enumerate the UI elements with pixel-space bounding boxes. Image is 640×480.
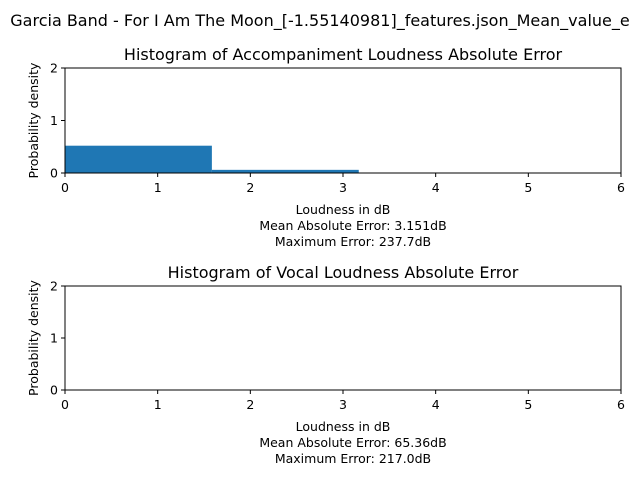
x-tick-label: 3 [339, 180, 347, 195]
subplot-2: 0 1 2 3 4 5 6 0 1 2 Histogram of Vocal Loudness Ab… [26, 263, 625, 466]
x-tick-label: 4 [432, 180, 440, 195]
figure-suptitle: Garcia Band - For I Am The Moon_[-1.5514… [10, 11, 629, 31]
x-tick-label: 1 [154, 397, 162, 412]
y-axis-label: Probability density [26, 62, 41, 178]
x-tick-label: 1 [154, 180, 162, 195]
x-axis-label: Loudness in dB [296, 202, 391, 217]
error-summary-line: Maximum Error: 237.7dB [275, 234, 431, 249]
error-summary-line: Mean Absolute Error: 65.36dB [259, 435, 446, 450]
y-tick-label: 0 [50, 166, 58, 181]
x-tick-label: 5 [524, 180, 532, 195]
x-tick-label: 5 [524, 397, 532, 412]
x-tick-label: 2 [246, 180, 254, 195]
subplot-1: 0 1 2 3 4 5 6 0 1 2 Histogram of Accompaniment Lou… [26, 45, 625, 249]
subplot-title: Histogram of Vocal Loudness Absolute Err… [168, 263, 519, 282]
subplot-title: Histogram of Accompaniment Loudness Abso… [124, 45, 563, 64]
x-tick-label: 0 [61, 397, 69, 412]
y-axis-label: Probability density [26, 279, 41, 395]
x-tick-label: 3 [339, 397, 347, 412]
x-tick-label: 4 [432, 397, 440, 412]
x-tick-label: 2 [246, 397, 254, 412]
subplots: 0 1 2 3 4 5 6 0 1 2 Histogram of Accompaniment Lou… [26, 45, 625, 466]
error-summary-line: Maximum Error: 217.0dB [275, 451, 431, 466]
y-tick-label: 2 [50, 279, 58, 294]
y-tick-label: 1 [50, 113, 58, 128]
x-tick-label: 0 [61, 180, 69, 195]
y-tick-label: 0 [50, 383, 58, 398]
histogram-bar [65, 145, 212, 173]
histogram-bar [211, 169, 359, 173]
x-axis-label: Loudness in dB [296, 419, 391, 434]
error-summary-line: Mean Absolute Error: 3.151dB [259, 218, 446, 233]
y-tick-label: 2 [50, 61, 58, 76]
y-tick-label: 1 [50, 331, 58, 346]
x-tick-label: 6 [617, 180, 625, 195]
x-tick-label: 6 [617, 397, 625, 412]
axes-frame [64, 285, 622, 391]
